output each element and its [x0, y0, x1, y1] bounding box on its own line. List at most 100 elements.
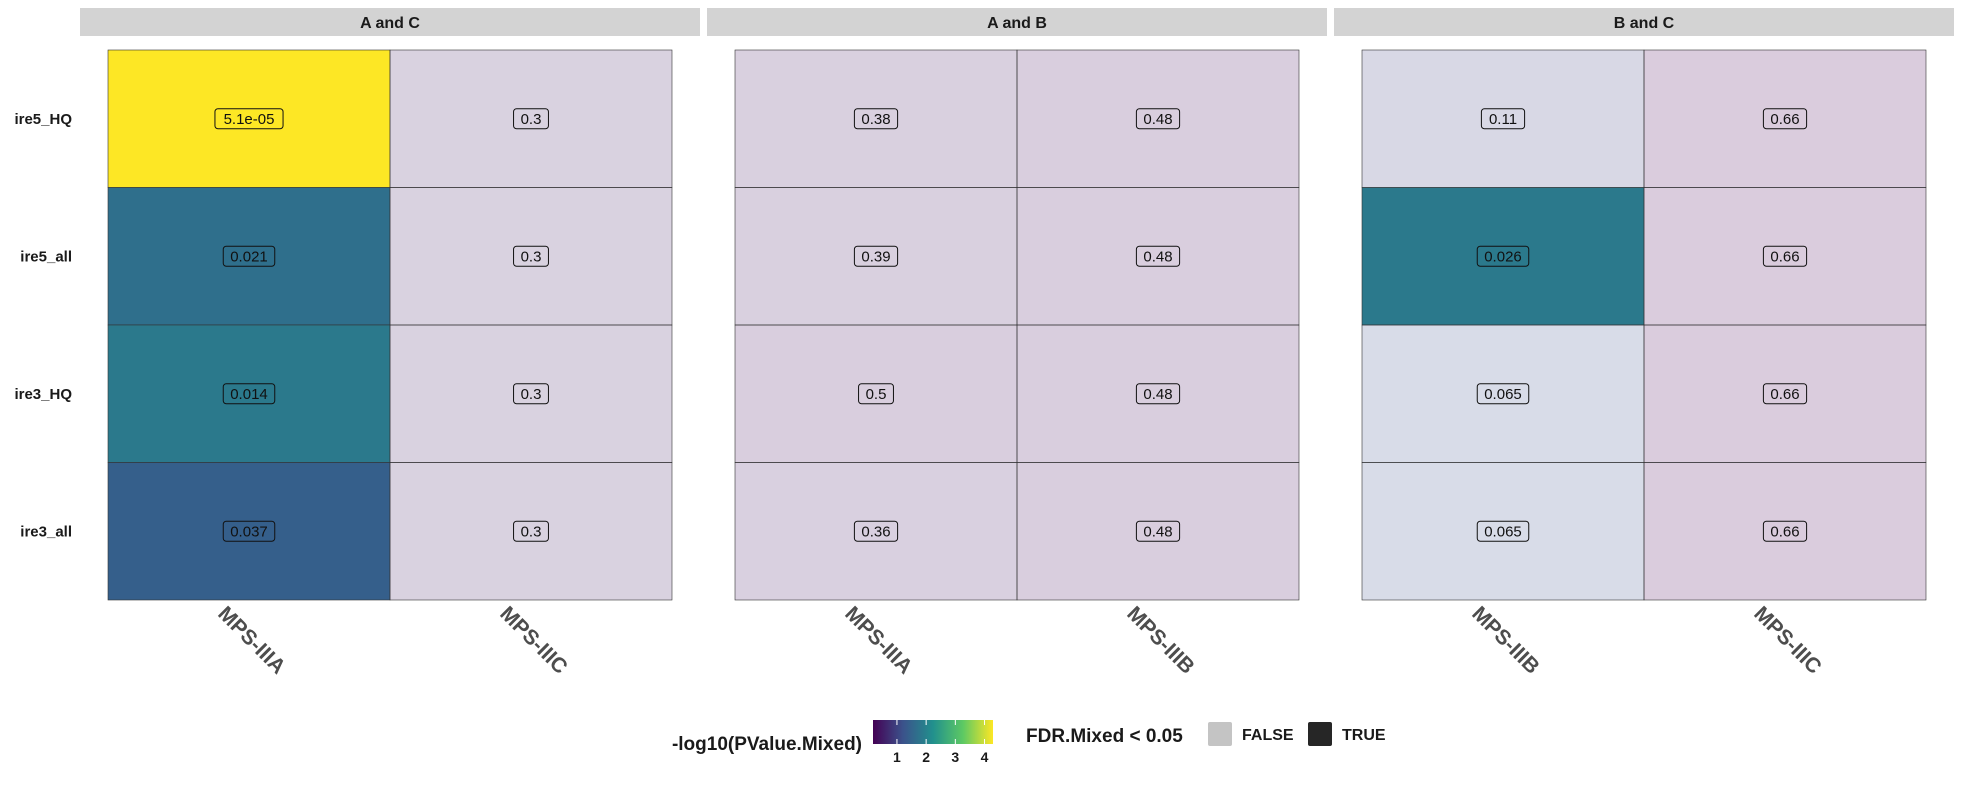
heatmap-cell — [734, 49, 1018, 188]
column-label-mps-iiia: MPS-IIIA — [840, 602, 916, 678]
cell-value-label: 0.3 — [521, 386, 542, 403]
colorbar-tick-label: 2 — [922, 749, 930, 765]
cell-label-box — [214, 108, 284, 130]
cell-label-box — [1476, 383, 1530, 405]
colorbar-tick-label: 3 — [951, 749, 959, 765]
colorbar-tick-label: 1 — [893, 749, 901, 765]
cell-value-label: 0.021 — [230, 248, 268, 265]
cell-label-box — [1476, 520, 1530, 542]
fill-legend-title: -log10(PValue.Mixed) — [672, 734, 862, 755]
column-label-mps-iiia: MPS-IIIA — [213, 602, 289, 678]
heatmap-cell — [1016, 49, 1300, 188]
cell-value-label: 0.38 — [861, 111, 890, 128]
cell-label-box — [1762, 383, 1808, 405]
cell-value-label: 0.026 — [1484, 248, 1522, 265]
cell-value-label: 0.66 — [1770, 523, 1799, 540]
row-label-ire5-hq: ire5_HQ — [14, 111, 72, 128]
facet-a-and-c: A and C 5.1e-05 0.3 0.021 0.3 0.014 0.3 0.037 0.… — [14, 8, 700, 679]
cell-label-box — [513, 245, 549, 267]
heatmap-cell — [1361, 324, 1645, 463]
heatmap-cell — [1361, 187, 1645, 326]
heatmap-cell — [1643, 187, 1927, 326]
cell-label-box — [1762, 520, 1808, 542]
cell-label-box — [1135, 520, 1181, 542]
cell-label-box — [1135, 245, 1181, 267]
facet-strip-b-and-c — [1334, 8, 1954, 36]
facet-strip-a-and-c — [80, 8, 700, 36]
column-label-mps-iiib: MPS-IIIB — [1467, 602, 1543, 678]
heatmap-cell — [107, 462, 391, 601]
alpha-legend-true-key — [1308, 722, 1332, 746]
heatmap-cell — [389, 324, 673, 463]
cell-label-box — [1762, 108, 1808, 130]
cell-value-label: 0.5 — [866, 386, 887, 403]
heatmap-cell — [107, 324, 391, 463]
cell-value-label: 0.11 — [1489, 111, 1517, 128]
alpha-legend-true-label: TRUE — [1342, 727, 1386, 744]
cell-value-label: 5.1e-05 — [224, 111, 275, 128]
cell-label-box — [853, 108, 899, 130]
facet-panels: A and C 5.1e-05 0.3 0.021 0.3 0.014 0.3 0.037 0.… — [14, 8, 1954, 679]
colorbar-tick-label: 4 — [981, 749, 989, 765]
row-label-ire3-hq: ire3_HQ — [14, 386, 72, 403]
heatmap-cell — [1361, 462, 1645, 601]
facet-strip-label: B and C — [1614, 15, 1675, 32]
heatmap-cell — [389, 187, 673, 326]
cell-value-label: 0.3 — [521, 523, 542, 540]
column-label-mps-iiic: MPS-IIIC — [1749, 602, 1825, 678]
cell-label-box — [853, 520, 899, 542]
cell-value-label: 0.48 — [1143, 111, 1172, 128]
cell-value-label: 0.037 — [230, 523, 268, 540]
cell-label-box — [858, 383, 894, 405]
cell-label-box — [513, 520, 549, 542]
cell-value-label: 0.48 — [1143, 248, 1172, 265]
cell-label-box — [513, 383, 549, 405]
cell-value-label: 0.3 — [521, 248, 542, 265]
cell-label-box — [222, 520, 276, 542]
cell-value-label: 0.66 — [1770, 386, 1799, 403]
facet-strip-label: A and B — [987, 15, 1047, 32]
cell-label-box — [853, 245, 899, 267]
heatmap-cell — [389, 49, 673, 188]
heatmap-cell — [389, 462, 673, 601]
heatmap-cell — [1643, 324, 1927, 463]
cell-value-label: 0.48 — [1143, 523, 1172, 540]
heatmap-cell — [1643, 49, 1927, 188]
cell-value-label: 0.36 — [861, 523, 890, 540]
heatmap-cell — [734, 187, 1018, 326]
alpha-legend-false-key — [1208, 722, 1232, 746]
heatmap-cell — [107, 187, 391, 326]
legends: -log10(PValue.Mixed) 1 2 3 4 FDR.Mixed < 0.… — [672, 720, 1386, 765]
cell-label-box — [1480, 108, 1526, 130]
cell-value-label: 0.3 — [521, 111, 542, 128]
column-label-mps-iiic: MPS-IIIC — [495, 602, 571, 678]
facet-a-and-b: A and B 0.38 0.48 0.39 0.48 0.5 0.48 0.36 0.48 MP… — [707, 8, 1327, 679]
heatmap-cell — [734, 324, 1018, 463]
fill-legend-ticks: 1 2 3 4 — [893, 720, 989, 765]
heatmap-cell — [1016, 462, 1300, 601]
heatmap-cell — [1016, 187, 1300, 326]
row-label-ire5-all: ire5_all — [20, 248, 72, 265]
heatmap-cell — [107, 49, 391, 188]
heatmap-cell — [1016, 324, 1300, 463]
cell-value-label: 0.065 — [1484, 523, 1522, 540]
alpha-legend-false-label: FALSE — [1242, 727, 1294, 744]
alpha-legend-title: FDR.Mixed < 0.05 — [1026, 726, 1183, 747]
fill-legend-colorbar — [873, 720, 993, 744]
cell-value-label: 0.014 — [230, 386, 268, 403]
cell-label-box — [513, 108, 549, 130]
facet-strip-a-and-b — [707, 8, 1327, 36]
cell-label-box — [222, 383, 276, 405]
cell-label-box — [1135, 108, 1181, 130]
facet-b-and-c: B and C 0.11 0.66 0.026 0.66 0.065 0.66 0.065 0.… — [1334, 8, 1954, 679]
cell-value-label: 0.66 — [1770, 248, 1799, 265]
cell-value-label: 0.48 — [1143, 386, 1172, 403]
heatmap-cell — [734, 462, 1018, 601]
column-label-mps-iiib: MPS-IIIB — [1122, 602, 1198, 678]
cell-label-box — [222, 245, 276, 267]
cell-label-box — [1135, 383, 1181, 405]
cell-value-label: 0.39 — [861, 248, 890, 265]
row-label-ire3-all: ire3_all — [20, 523, 72, 540]
cell-label-box — [1762, 245, 1808, 267]
